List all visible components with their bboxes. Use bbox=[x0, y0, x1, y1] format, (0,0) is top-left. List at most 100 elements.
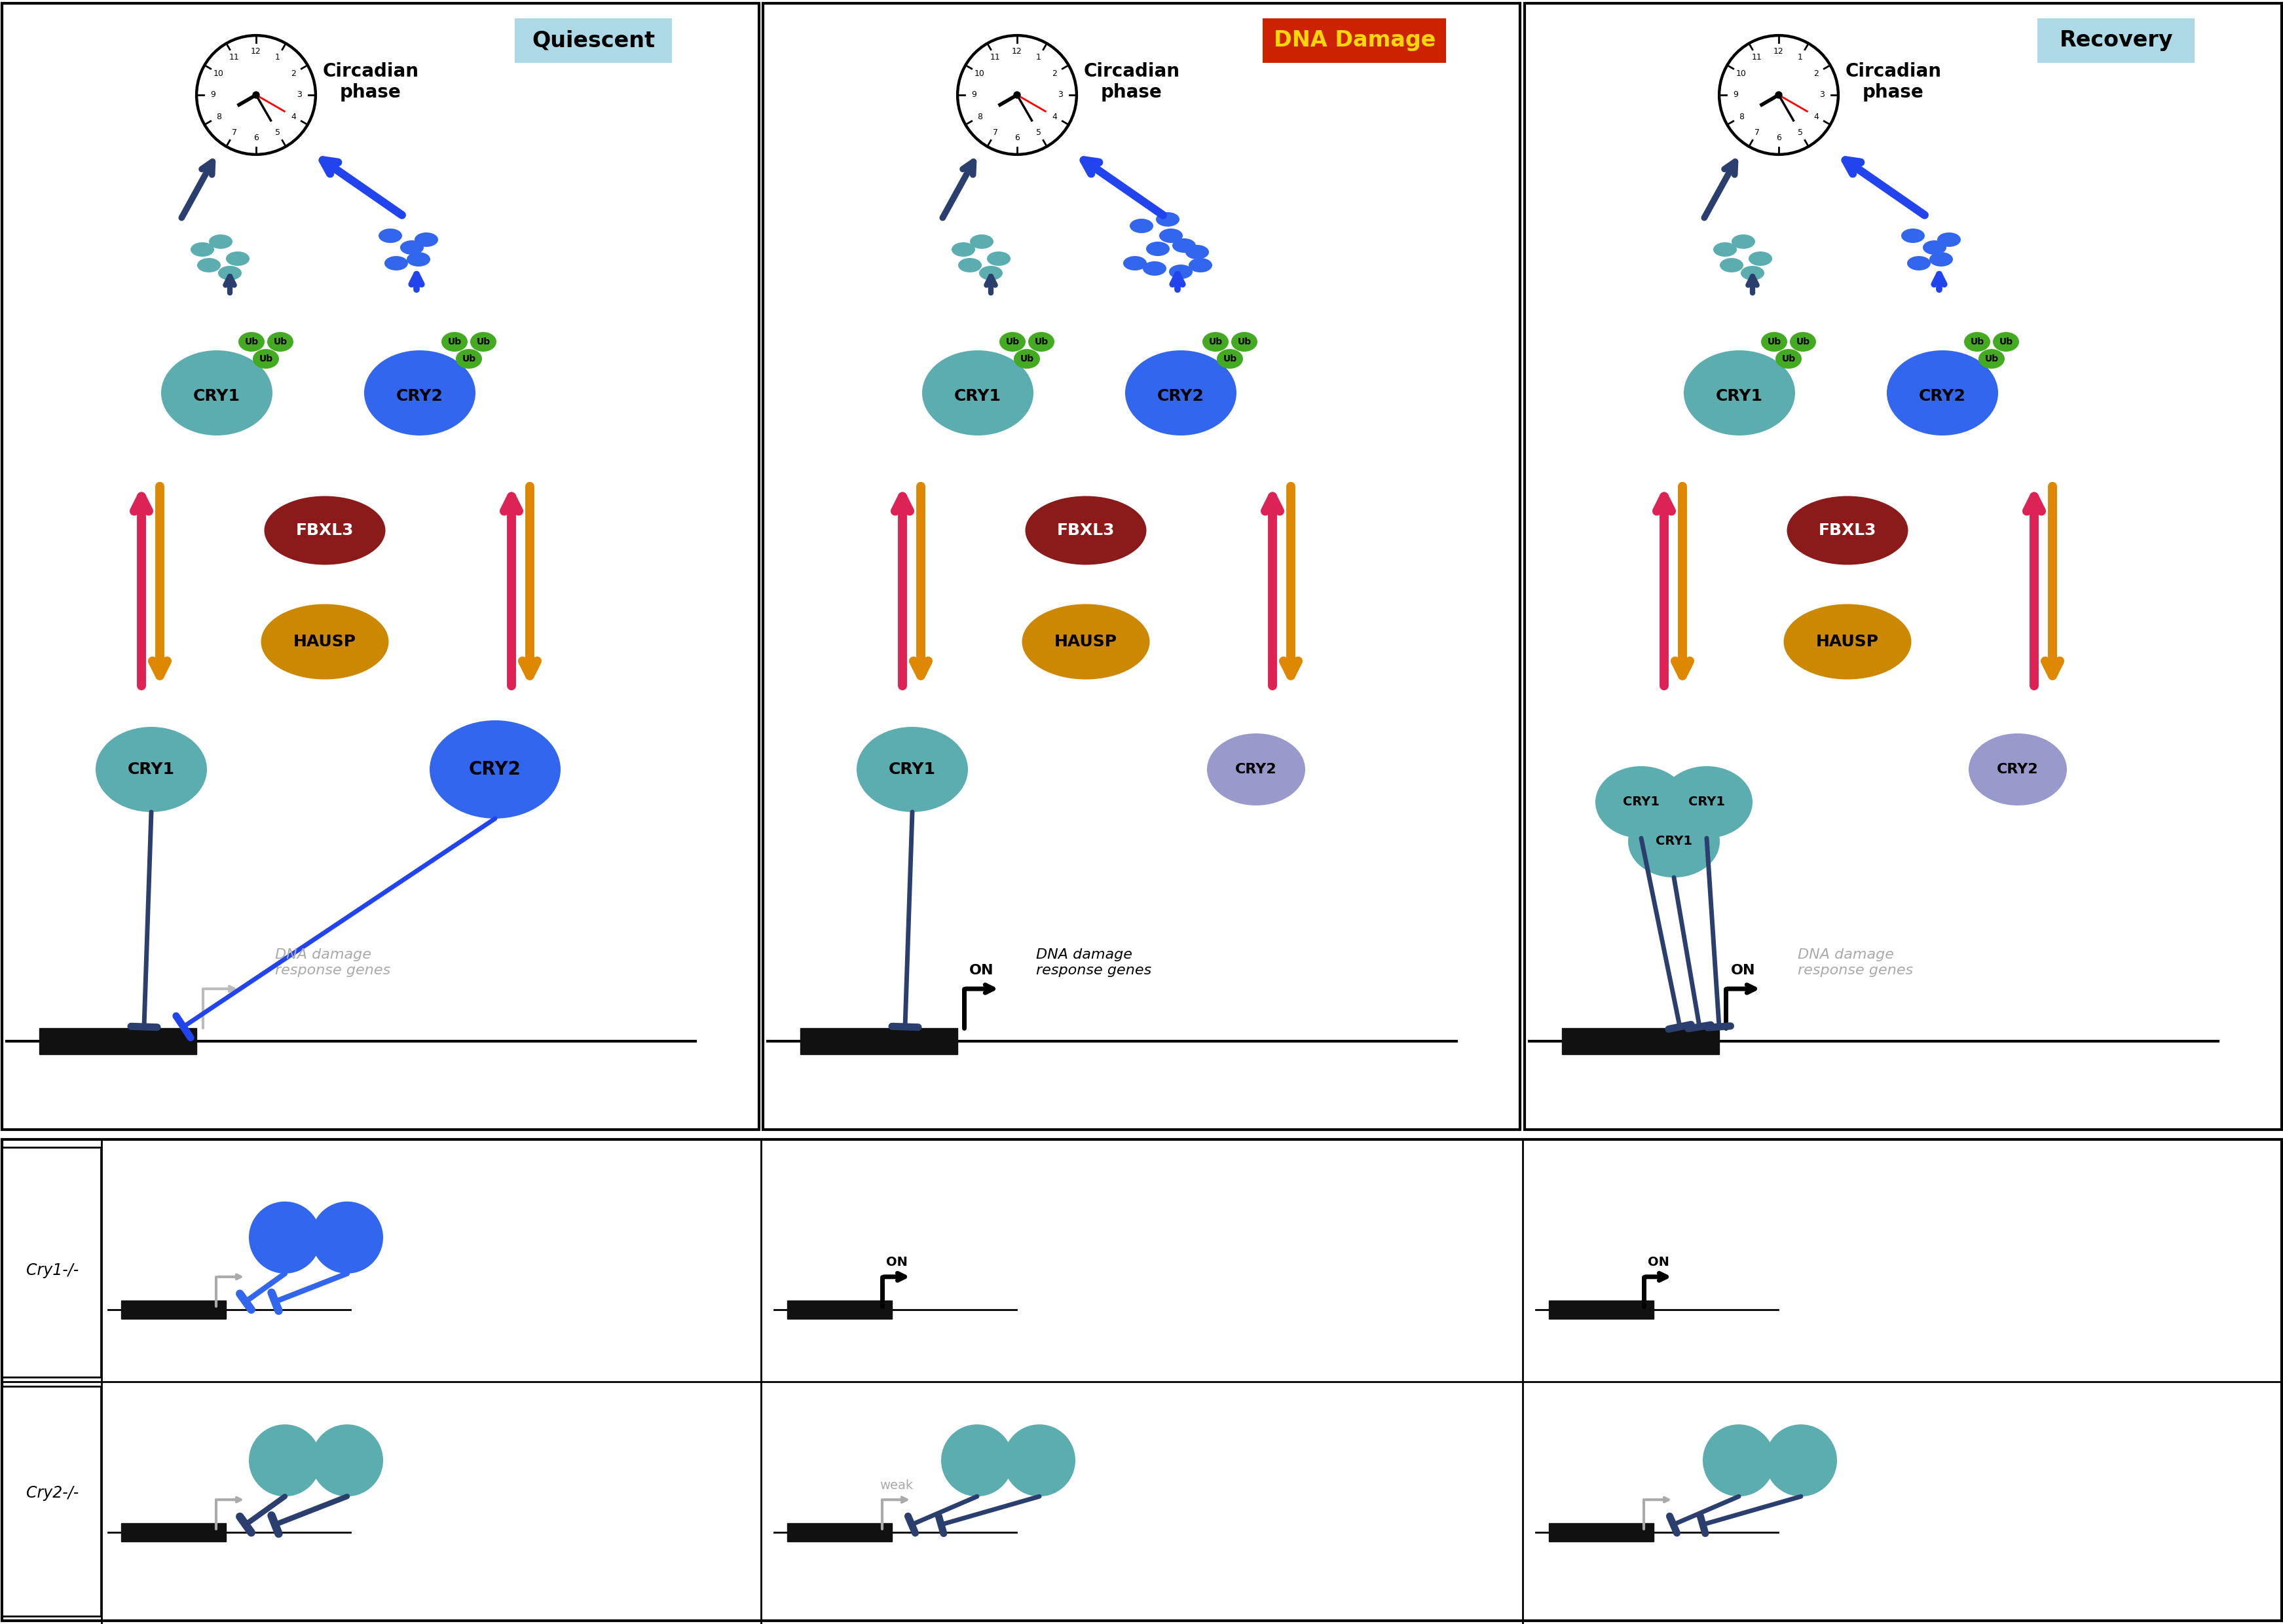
Text: CRY2: CRY2 bbox=[1235, 763, 1276, 776]
Text: Ub: Ub bbox=[1005, 338, 1018, 346]
Ellipse shape bbox=[1740, 266, 1765, 281]
Ellipse shape bbox=[1760, 331, 1788, 352]
Text: Circadian
phase: Circadian phase bbox=[1845, 62, 1941, 102]
Text: Ub: Ub bbox=[1224, 354, 1237, 364]
Text: 1: 1 bbox=[1036, 54, 1041, 62]
Ellipse shape bbox=[1790, 331, 1815, 352]
FancyBboxPatch shape bbox=[1525, 3, 2281, 1130]
FancyBboxPatch shape bbox=[1262, 18, 1445, 63]
Ellipse shape bbox=[189, 242, 215, 257]
Ellipse shape bbox=[1014, 349, 1039, 369]
Ellipse shape bbox=[379, 229, 402, 244]
Text: 1: 1 bbox=[1797, 54, 1801, 62]
Text: CRY1: CRY1 bbox=[128, 762, 176, 778]
Text: CRY1: CRY1 bbox=[1655, 835, 1692, 848]
Text: DNA damage
response genes: DNA damage response genes bbox=[1797, 948, 1913, 976]
Text: 12: 12 bbox=[251, 47, 260, 55]
Ellipse shape bbox=[1217, 349, 1242, 369]
Text: 1: 1 bbox=[274, 54, 281, 62]
Ellipse shape bbox=[957, 34, 1078, 156]
Ellipse shape bbox=[1749, 252, 1772, 266]
Text: 4: 4 bbox=[290, 112, 297, 120]
Bar bbox=[788, 1523, 893, 1541]
Text: 4: 4 bbox=[1813, 112, 1817, 120]
Text: CRY2: CRY2 bbox=[1157, 388, 1203, 404]
Ellipse shape bbox=[1189, 258, 1212, 273]
Ellipse shape bbox=[1936, 232, 1961, 247]
Text: 2: 2 bbox=[290, 70, 297, 78]
Ellipse shape bbox=[1203, 331, 1228, 352]
Ellipse shape bbox=[1717, 34, 1838, 156]
Ellipse shape bbox=[406, 252, 429, 266]
Text: 10: 10 bbox=[1735, 70, 1746, 78]
Text: Ub: Ub bbox=[1208, 338, 1221, 346]
Text: ON: ON bbox=[886, 1257, 906, 1268]
Ellipse shape bbox=[1683, 351, 1794, 435]
Ellipse shape bbox=[400, 240, 425, 255]
Ellipse shape bbox=[959, 258, 982, 273]
Ellipse shape bbox=[196, 258, 221, 273]
Bar bbox=[1562, 1028, 1719, 1054]
FancyBboxPatch shape bbox=[2, 1387, 100, 1616]
FancyBboxPatch shape bbox=[763, 3, 1520, 1130]
Bar bbox=[121, 1301, 226, 1319]
Text: Ub: Ub bbox=[1781, 354, 1794, 364]
Text: ON: ON bbox=[1646, 1257, 1669, 1268]
Ellipse shape bbox=[1968, 734, 2066, 806]
Text: 8: 8 bbox=[1737, 112, 1744, 120]
Text: DNA damage
response genes: DNA damage response genes bbox=[1036, 948, 1151, 976]
Text: weak: weak bbox=[879, 1479, 913, 1491]
FancyBboxPatch shape bbox=[516, 18, 671, 63]
Text: 4: 4 bbox=[1052, 112, 1057, 120]
Text: Ub: Ub bbox=[1794, 338, 1810, 346]
Ellipse shape bbox=[237, 331, 265, 352]
Text: 2: 2 bbox=[1813, 70, 1817, 78]
FancyBboxPatch shape bbox=[2, 1140, 2281, 1621]
Ellipse shape bbox=[363, 351, 475, 435]
Ellipse shape bbox=[1906, 257, 1929, 271]
Text: 9: 9 bbox=[970, 91, 977, 99]
Text: 11: 11 bbox=[1751, 54, 1762, 62]
Ellipse shape bbox=[1977, 349, 2004, 369]
Text: HAUSP: HAUSP bbox=[1815, 633, 1879, 650]
Ellipse shape bbox=[96, 728, 208, 812]
Text: ON: ON bbox=[970, 965, 993, 978]
Text: DNA damage
response genes: DNA damage response genes bbox=[274, 948, 390, 976]
Ellipse shape bbox=[1023, 604, 1148, 679]
Text: 5: 5 bbox=[1797, 128, 1804, 136]
Ellipse shape bbox=[1596, 767, 1687, 838]
Text: 10: 10 bbox=[212, 70, 224, 78]
Text: CRY1: CRY1 bbox=[888, 762, 936, 778]
Ellipse shape bbox=[1731, 234, 1756, 248]
Ellipse shape bbox=[1169, 265, 1192, 279]
Text: CRY1: CRY1 bbox=[1687, 796, 1724, 809]
Ellipse shape bbox=[267, 331, 292, 352]
Ellipse shape bbox=[384, 257, 409, 271]
Ellipse shape bbox=[217, 266, 242, 281]
Bar bbox=[121, 1523, 226, 1541]
Ellipse shape bbox=[959, 37, 1075, 153]
Ellipse shape bbox=[1783, 604, 1911, 679]
Ellipse shape bbox=[1886, 351, 1998, 435]
Text: 2: 2 bbox=[1052, 70, 1057, 78]
Ellipse shape bbox=[1774, 349, 1801, 369]
Text: CRY1: CRY1 bbox=[954, 388, 1000, 404]
Text: CRY2: CRY2 bbox=[1995, 763, 2039, 776]
Text: Ub: Ub bbox=[1237, 338, 1251, 346]
Ellipse shape bbox=[199, 37, 313, 153]
Text: Ub: Ub bbox=[274, 338, 288, 346]
Text: 10: 10 bbox=[975, 70, 984, 78]
Ellipse shape bbox=[310, 1202, 384, 1273]
Ellipse shape bbox=[922, 351, 1034, 435]
Ellipse shape bbox=[1142, 261, 1167, 276]
Text: 6: 6 bbox=[1014, 133, 1018, 143]
Ellipse shape bbox=[429, 721, 559, 818]
Ellipse shape bbox=[249, 1424, 322, 1496]
Text: DNA Damage: DNA Damage bbox=[1274, 29, 1436, 52]
Text: Cry1-/-: Cry1-/- bbox=[25, 1262, 78, 1278]
Ellipse shape bbox=[265, 495, 386, 565]
Ellipse shape bbox=[226, 252, 249, 266]
Ellipse shape bbox=[457, 349, 482, 369]
Ellipse shape bbox=[1123, 257, 1146, 271]
Text: 12: 12 bbox=[1774, 47, 1783, 55]
